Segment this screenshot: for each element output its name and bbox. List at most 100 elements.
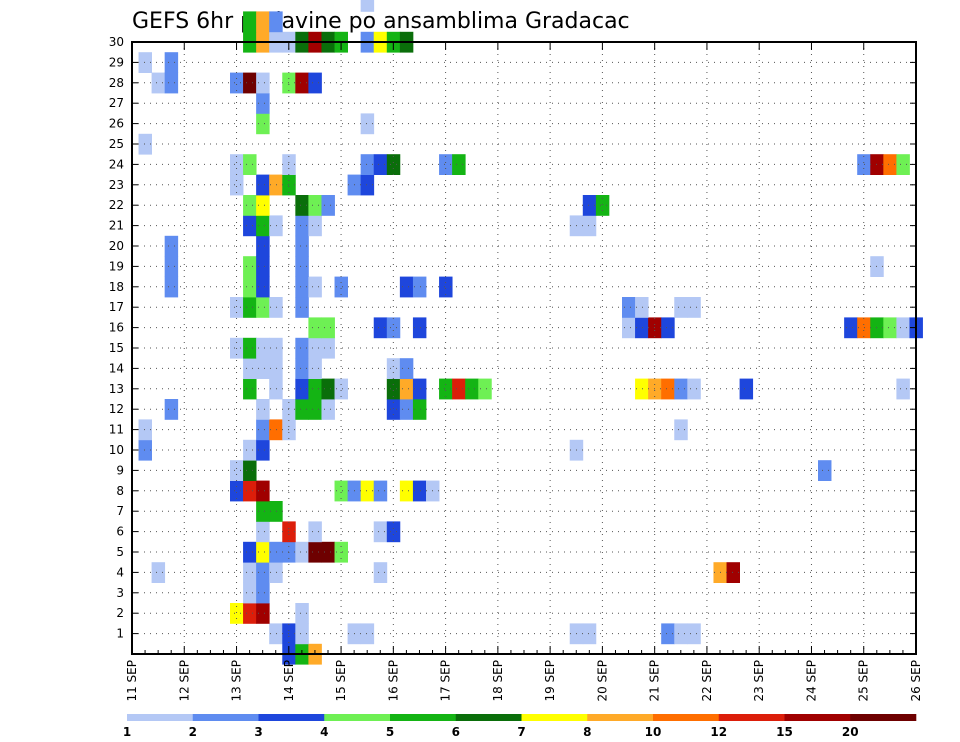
heatmap-cell <box>269 215 283 237</box>
grid-lines <box>132 42 916 654</box>
legend-level-label: 6 <box>452 725 460 739</box>
legend-swatch <box>653 714 720 721</box>
heatmap-cell <box>230 297 244 318</box>
y-tick-label: 15 <box>109 341 124 355</box>
y-tick-label: 5 <box>116 545 124 559</box>
y-tick-label: 17 <box>109 300 124 314</box>
heatmap-cell <box>883 154 897 175</box>
y-tick-label: 13 <box>109 382 124 396</box>
heatmap-cell <box>452 154 466 175</box>
heatmap-cell <box>295 256 309 277</box>
heatmap-cell <box>334 480 348 502</box>
x-tick-label: 14 SEP <box>282 660 296 702</box>
y-tick-label: 1 <box>116 627 124 641</box>
legend-swatch <box>850 714 917 721</box>
y-tick-label: 3 <box>116 586 124 600</box>
heatmap-cell <box>243 297 257 318</box>
heatmap-cell <box>256 521 270 543</box>
heatmap-cell <box>295 399 309 420</box>
heatmap-cell <box>582 195 597 216</box>
heatmap-cell <box>360 154 375 175</box>
y-tick-label: 2 <box>116 606 124 620</box>
heatmap-cell <box>295 541 309 563</box>
legend-level-label: 4 <box>320 725 328 739</box>
heatmap-cell <box>412 378 427 400</box>
heatmap-cell <box>373 521 388 543</box>
heatmap-cell <box>243 256 257 277</box>
heatmap-cell <box>622 297 636 318</box>
x-tick-label: 22 SEP <box>700 660 714 702</box>
legend-swatch <box>784 714 851 721</box>
heatmap-cell <box>243 460 257 481</box>
heatmap-cell <box>243 72 257 94</box>
heatmap-cell <box>386 154 401 175</box>
heatmap-cell <box>360 174 375 196</box>
heatmap-cell <box>230 480 244 502</box>
heatmap-cell <box>399 480 414 502</box>
heatmap-cell <box>334 276 348 298</box>
heatmap-cell <box>412 317 427 339</box>
legend-swatch <box>192 714 259 721</box>
heatmap-cell <box>308 215 322 237</box>
heatmap-cell <box>138 133 152 155</box>
heatmap-cell <box>295 603 309 624</box>
heatmap-cell <box>269 541 283 563</box>
heatmap-cell <box>321 337 335 359</box>
heatmap-cell <box>818 460 832 481</box>
heatmap-cell <box>373 562 388 583</box>
heatmap-cell <box>256 174 270 196</box>
heatmap-cell <box>399 358 414 379</box>
heatmap-cell <box>308 337 322 359</box>
heatmap-cell <box>478 378 492 400</box>
heatmap-cell <box>256 358 270 379</box>
heatmap-cell <box>295 72 309 94</box>
heatmap-cell <box>256 603 270 624</box>
heatmap-cell <box>635 297 649 318</box>
heatmap-cell <box>269 501 283 522</box>
heatmap-cell <box>334 378 348 400</box>
heatmap-cell <box>883 317 897 339</box>
heatmap-cell <box>674 297 688 318</box>
heatmap-cell <box>269 562 283 583</box>
heatmap-cell <box>439 154 453 175</box>
heatmap-cell <box>661 623 675 645</box>
legend-swatch <box>258 714 325 721</box>
heatmap-cell <box>373 317 388 339</box>
heatmap-cell <box>373 154 388 175</box>
heatmap-cell <box>269 297 283 318</box>
x-tick-label: 12 SEP <box>177 660 191 702</box>
heatmap-cell <box>308 541 322 563</box>
y-tick-label: 26 <box>109 117 124 131</box>
heatmap-cell <box>321 541 335 563</box>
y-tick-label: 18 <box>109 280 124 294</box>
heatmap-cell <box>230 603 244 624</box>
heatmap-cell <box>164 72 179 94</box>
legend-level-label: 15 <box>776 725 793 739</box>
y-tick-label: 24 <box>109 157 124 171</box>
y-tick-label: 10 <box>109 443 124 457</box>
heatmap-cell <box>295 378 309 400</box>
heatmap-cell <box>164 276 179 298</box>
heatmap-cell <box>243 541 257 563</box>
y-tick-label: 21 <box>109 219 124 233</box>
y-tick-label: 14 <box>109 361 124 375</box>
heatmap-cell <box>321 378 335 400</box>
x-tick-label: 16 SEP <box>386 660 400 702</box>
heatmap-cell <box>896 378 910 400</box>
heatmap-cell <box>360 623 375 645</box>
heatmap-cell <box>687 623 701 645</box>
heatmap-cell <box>243 195 257 216</box>
heatmap-cell <box>243 337 257 359</box>
heatmap-cell <box>308 195 322 216</box>
heatmap-cell <box>308 378 322 400</box>
heatmap-cell <box>674 623 688 645</box>
heatmap-cell <box>243 11 257 33</box>
heatmap-cell <box>386 378 401 400</box>
color-legend: 1 2 3 4 5 6 7 8 10 12 15 20 <box>123 714 917 739</box>
heatmap-cell <box>256 419 270 441</box>
heatmap-cell <box>896 317 910 339</box>
heatmap-cell <box>582 623 597 645</box>
heatmap-cell <box>256 501 270 522</box>
heatmap-cell <box>243 154 257 175</box>
legend-level-label: 5 <box>386 725 394 739</box>
